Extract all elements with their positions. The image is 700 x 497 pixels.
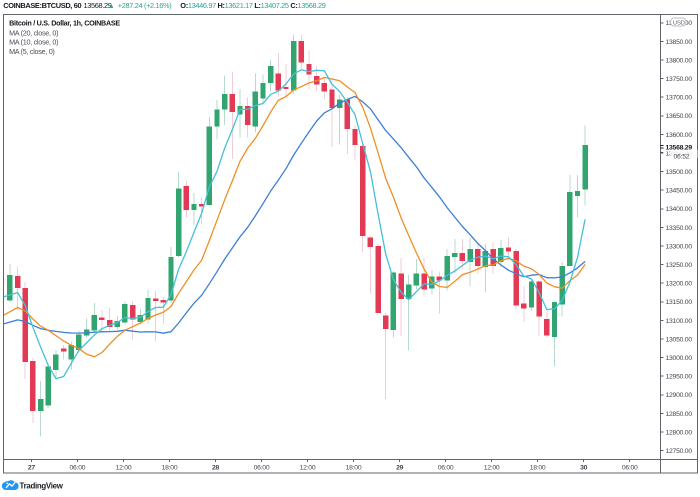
svg-text:13850.00: 13850.00 xyxy=(666,39,693,46)
svg-text:13700.00: 13700.00 xyxy=(666,95,693,102)
svg-text:12:00: 12:00 xyxy=(300,464,316,471)
svg-text:13100.00: 13100.00 xyxy=(666,318,693,325)
svg-text:COINBASE:BTCUSD, 60: COINBASE:BTCUSD, 60 xyxy=(3,1,81,10)
svg-text:MA (20, close, 0): MA (20, close, 0) xyxy=(9,28,58,37)
svg-text:13650.00: 13650.00 xyxy=(666,113,693,120)
svg-text:12:00: 12:00 xyxy=(484,464,500,471)
svg-text:Bitcoin / U.S. Dollar, 1h, COI: Bitcoin / U.S. Dollar, 1h, COINBASE xyxy=(9,19,120,28)
svg-text:27: 27 xyxy=(28,464,36,471)
svg-text:13800.00: 13800.00 xyxy=(666,57,693,64)
svg-text:13600.00: 13600.00 xyxy=(666,132,693,139)
svg-text:TradingView: TradingView xyxy=(20,481,64,490)
svg-text:18:00: 18:00 xyxy=(162,464,178,471)
svg-text:13200.00: 13200.00 xyxy=(666,281,693,288)
svg-text:13250.00: 13250.00 xyxy=(666,262,693,269)
svg-text:MA (5, close, 0): MA (5, close, 0) xyxy=(9,47,54,56)
svg-text:13750.00: 13750.00 xyxy=(666,76,693,83)
svg-text:13000.00: 13000.00 xyxy=(666,355,693,362)
svg-text:13568.29: 13568.29 xyxy=(84,1,112,10)
svg-text:06:52: 06:52 xyxy=(674,153,690,160)
svg-text:13568.29: 13568.29 xyxy=(666,144,693,151)
svg-text:13500.00: 13500.00 xyxy=(666,169,693,176)
svg-text:13350.00: 13350.00 xyxy=(666,225,693,232)
svg-text:12:00: 12:00 xyxy=(116,464,132,471)
svg-text:▲ +287.24 (+2.16%): ▲ +287.24 (+2.16%) xyxy=(108,1,172,10)
svg-text:USD: USD xyxy=(673,21,685,27)
svg-text:06:00: 06:00 xyxy=(622,464,638,471)
svg-text:O:13446.97 H:13621.17 L:13407.: O:13446.97 H:13621.17 L:13407.25 C:13568… xyxy=(180,1,325,10)
svg-text:06:00: 06:00 xyxy=(254,464,270,471)
svg-text:13300.00: 13300.00 xyxy=(666,243,693,250)
svg-text:13050.00: 13050.00 xyxy=(666,336,693,343)
svg-text:MA (10, close, 0): MA (10, close, 0) xyxy=(9,38,58,47)
svg-text:12950.00: 12950.00 xyxy=(666,374,693,381)
svg-text:30: 30 xyxy=(580,464,588,471)
svg-text:13450.00: 13450.00 xyxy=(666,188,693,195)
svg-text:13150.00: 13150.00 xyxy=(666,299,693,306)
svg-text:29: 29 xyxy=(396,464,404,471)
svg-text:18:00: 18:00 xyxy=(530,464,546,471)
svg-text:13400.00: 13400.00 xyxy=(666,206,693,213)
svg-text:12900.00: 12900.00 xyxy=(666,392,693,399)
svg-text:28: 28 xyxy=(212,464,220,471)
svg-text:12800.00: 12800.00 xyxy=(666,429,693,436)
svg-text:12750.00: 12750.00 xyxy=(666,448,693,455)
svg-text:18:00: 18:00 xyxy=(346,464,362,471)
svg-text:06:00: 06:00 xyxy=(70,464,86,471)
svg-text:12850.00: 12850.00 xyxy=(666,411,693,418)
svg-text:06:00: 06:00 xyxy=(438,464,454,471)
